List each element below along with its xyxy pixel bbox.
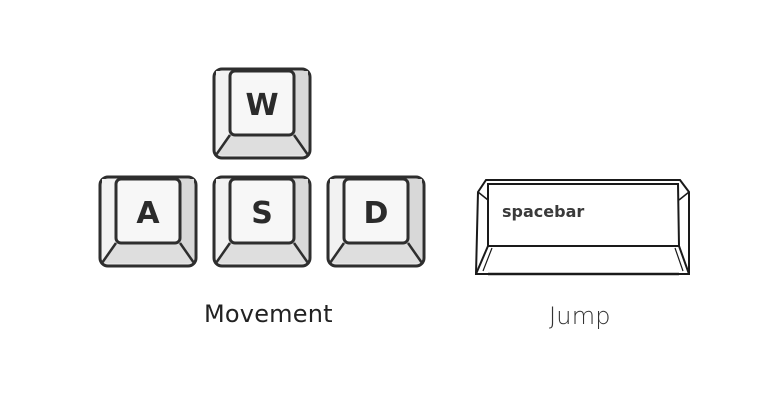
spacebar-key: spacebar bbox=[474, 178, 694, 278]
movement-caption: Movement bbox=[204, 300, 333, 328]
jump-caption: Jump bbox=[549, 302, 611, 330]
spacebar-key-label: spacebar bbox=[502, 202, 584, 221]
s-key: S bbox=[212, 175, 312, 268]
w-key-label: W bbox=[245, 88, 278, 123]
s-key-label: S bbox=[251, 196, 273, 231]
a-key: A bbox=[98, 175, 198, 268]
a-key-label: A bbox=[136, 196, 160, 231]
d-key: D bbox=[326, 175, 426, 268]
d-key-label: D bbox=[364, 196, 389, 231]
w-key: W bbox=[212, 67, 312, 160]
